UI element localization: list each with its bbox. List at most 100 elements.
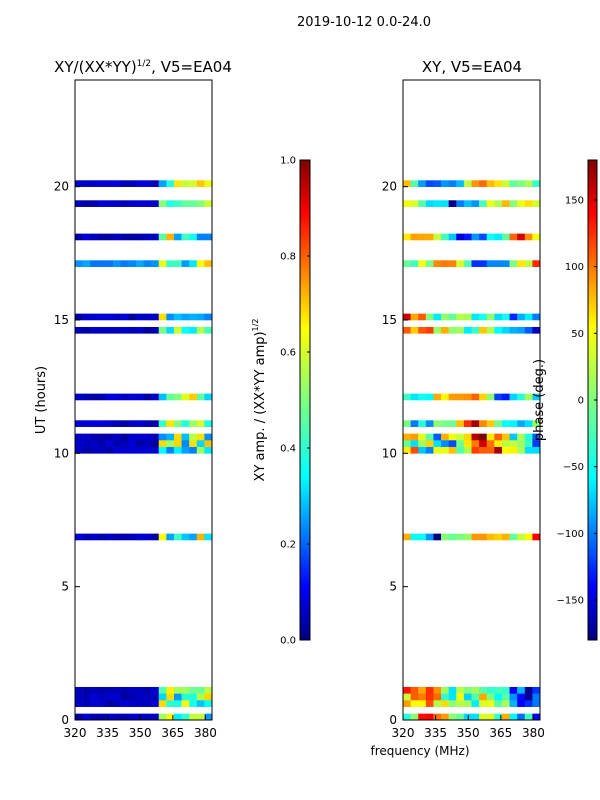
amplitude-row [75, 466, 212, 474]
amplitude-cell [158, 533, 167, 541]
amplitude-cell [75, 393, 83, 401]
phase-cell [418, 446, 427, 454]
phase-flagged-row [403, 706, 540, 714]
phase-cell [425, 700, 434, 707]
amplitude-cell [90, 260, 99, 267]
phase-cell [532, 233, 541, 241]
phase-cell [425, 180, 434, 187]
amplitude-row [75, 240, 212, 247]
amplitude-cell [196, 260, 205, 267]
amplitude-cell [90, 180, 99, 187]
amplitude-cell [120, 686, 129, 694]
amplitude-flagged-row [75, 566, 212, 574]
phase-row [403, 193, 540, 201]
amplitude-colorbar-ticks: 0.0 0.2 0.4 0.6 0.8 1.0 [280, 156, 310, 647]
amplitude-flagged-row [75, 106, 212, 114]
amplitude-cell [143, 393, 152, 401]
phase-row [403, 313, 541, 321]
amplitude-flagged-row [75, 353, 212, 361]
phase-cell [517, 440, 526, 447]
amplitude-cell [113, 200, 121, 207]
amplitude-cell [97, 326, 106, 334]
phase-cell [501, 313, 510, 321]
amplitude-flagged-row [75, 373, 212, 381]
phase-row [403, 593, 540, 601]
phase-row [403, 106, 540, 114]
amplitude-cell [120, 433, 129, 441]
amplitude-row [75, 486, 212, 494]
phase-cell [410, 440, 419, 447]
colorbar-tick-label: −150 [557, 596, 584, 607]
amplitude-row [75, 500, 212, 507]
phase-cell [532, 700, 541, 707]
amplitude-cell [189, 326, 198, 334]
phase-row [403, 646, 540, 654]
amplitude-cell [128, 326, 137, 334]
amplitude-row [75, 320, 212, 327]
phase-cell [463, 700, 472, 707]
phase-cell [471, 713, 480, 721]
amplitude-cell [135, 440, 144, 447]
phase-row [403, 120, 540, 127]
amplitude-cell [143, 180, 152, 187]
amplitude-cell [143, 326, 152, 334]
amplitude-row [75, 393, 213, 401]
phase-cell [456, 713, 465, 721]
amplitude-flagged-row [75, 100, 212, 107]
phase-cell [494, 200, 503, 207]
phase-row [403, 493, 540, 501]
phase-colorbar: −150 −100 −50 0 50 100 150 phase (deg.) [532, 159, 598, 641]
phase-cell [456, 326, 465, 334]
amplitude-row [75, 406, 212, 414]
phase-flagged-row [403, 540, 540, 547]
amplitude-cell [128, 686, 137, 694]
phase-row [403, 440, 541, 447]
phase-cell [509, 533, 518, 541]
phase-flagged-row [403, 473, 540, 481]
amplitude-cell [181, 393, 190, 401]
phase-cell [494, 420, 503, 427]
amplitude-flagged-row [75, 140, 212, 147]
y-tick-label: 0 [389, 713, 397, 727]
amplitude-cell [113, 440, 121, 447]
amplitude-cell [158, 326, 167, 334]
amplitude-cell [113, 393, 121, 401]
phase-cell [456, 233, 465, 241]
amplitude-cell [173, 326, 182, 334]
colorbar-tick-label: 100 [565, 262, 584, 273]
amplitude-cell [97, 233, 106, 241]
amplitude-row [75, 260, 213, 267]
amplitude-cell [189, 313, 198, 321]
colorbar-tick-label: −50 [563, 462, 584, 473]
phase-cell [479, 700, 488, 707]
amplitude-row [75, 433, 213, 441]
amplitude-row [75, 633, 212, 641]
phase-cell [463, 693, 472, 701]
amplitude-flagged-row [75, 473, 212, 481]
amplitude-row [75, 180, 213, 187]
phase-cell [486, 446, 495, 454]
phase-cell [448, 700, 457, 707]
amplitude-cell [90, 233, 99, 241]
phase-row [403, 620, 540, 627]
phase-cell [441, 180, 449, 187]
phase-flagged-row [403, 346, 540, 354]
phase-row [403, 406, 540, 414]
amplitude-row [75, 306, 212, 314]
phase-cell [425, 713, 434, 721]
amplitude-row [75, 673, 212, 681]
amplitude-cell [120, 440, 129, 447]
amplitude-flagged-row [75, 660, 212, 667]
amplitude-cell [82, 326, 91, 334]
phase-cell [463, 433, 472, 441]
amplitude-cell [75, 326, 83, 334]
phase-cell [517, 533, 526, 541]
amplitude-cell [189, 260, 198, 267]
amplitude-cell [181, 180, 190, 187]
amplitude-flagged-row [75, 480, 212, 487]
phase-flagged-row [403, 213, 540, 221]
phase-cell [479, 180, 488, 187]
phase-cell [494, 686, 503, 694]
phase-cell [410, 693, 419, 701]
amplitude-cell [151, 260, 160, 267]
